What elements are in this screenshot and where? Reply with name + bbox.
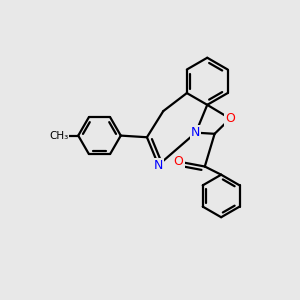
Text: O: O: [225, 112, 235, 125]
Text: O: O: [174, 155, 184, 168]
Text: N: N: [191, 126, 200, 139]
Text: CH₃: CH₃: [49, 130, 68, 141]
Text: N: N: [154, 158, 163, 172]
